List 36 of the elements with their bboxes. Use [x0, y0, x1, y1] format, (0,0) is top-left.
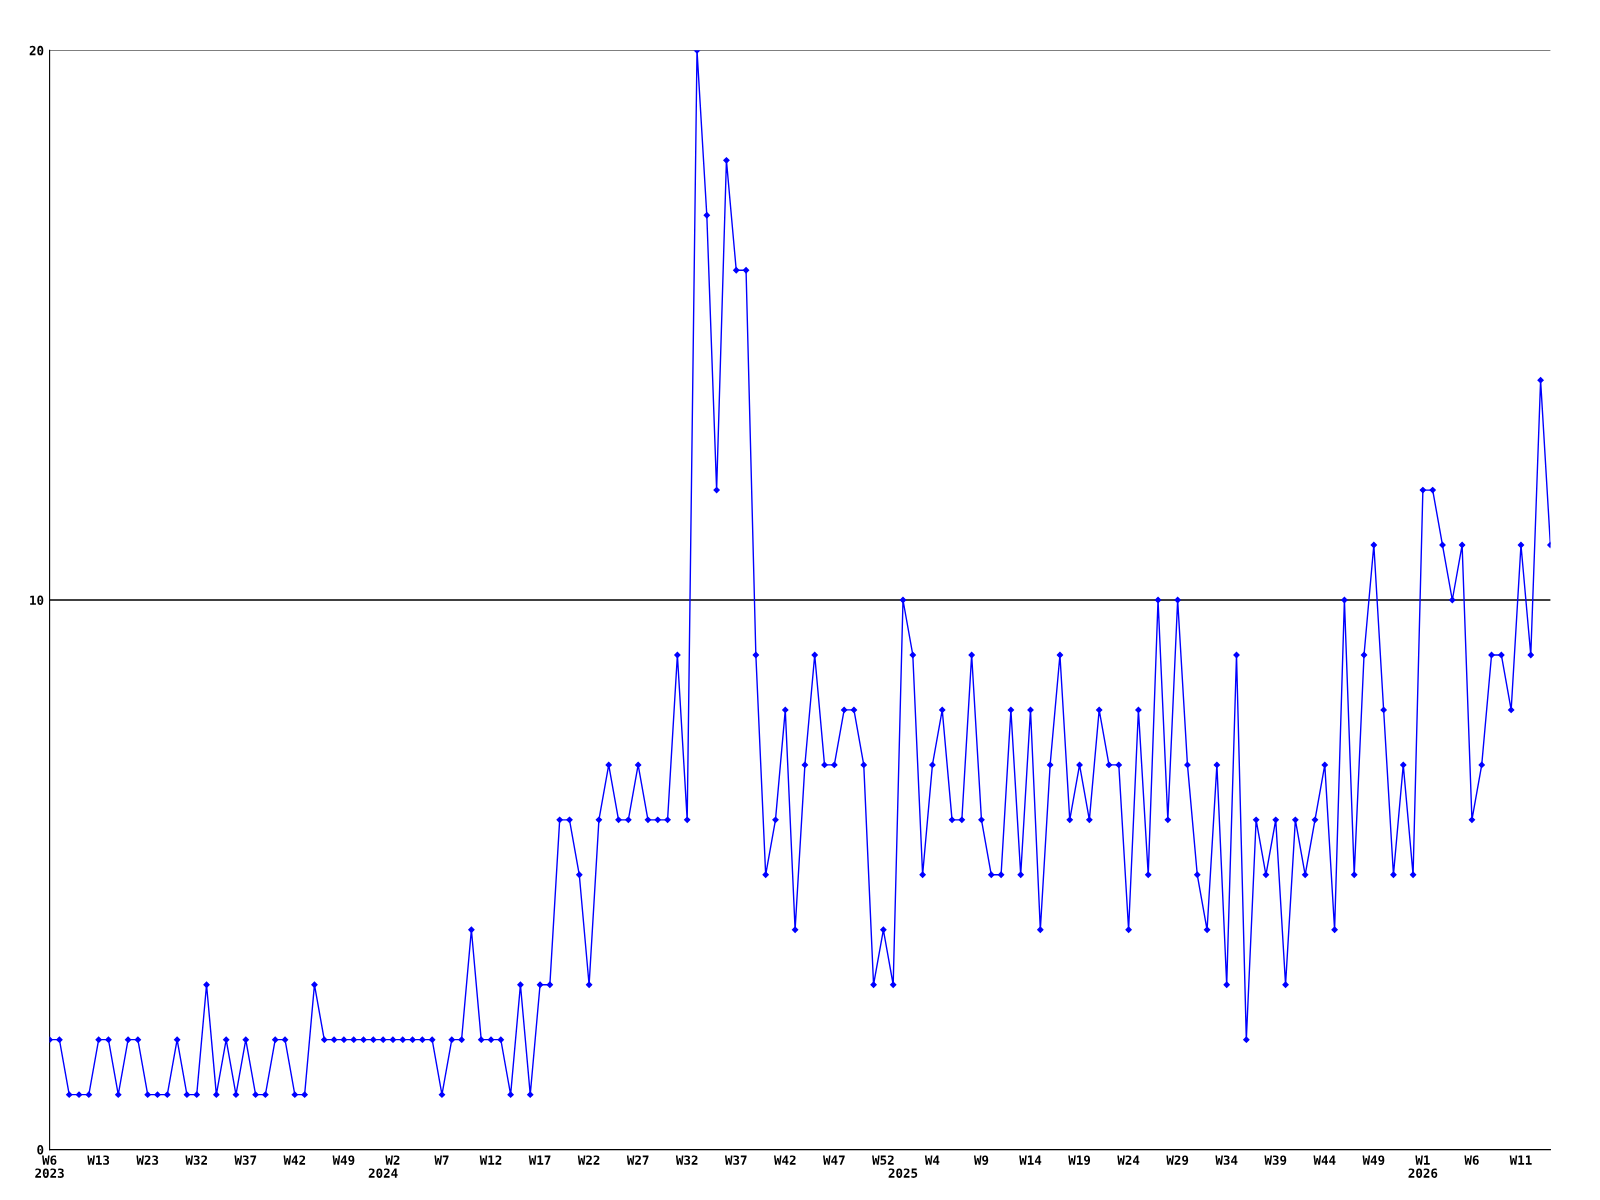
x-tick-label: W49	[1362, 1155, 1385, 1165]
x-tick-label: W22	[577, 1155, 600, 1165]
x-tick-label: W19	[1068, 1155, 1091, 1165]
x-tick-label: W52	[872, 1155, 894, 1165]
x-tick-label: W24	[1117, 1155, 1140, 1165]
x-tick-label: W27	[626, 1155, 649, 1165]
x-tick-label: W44	[1313, 1155, 1336, 1165]
x-tick-label: W11	[1509, 1155, 1532, 1165]
x-tick-label: W14	[1019, 1155, 1042, 1165]
x-tick-label: W12	[479, 1155, 502, 1165]
x-tick-label: W4	[924, 1155, 940, 1165]
x-tick-label: W13	[87, 1155, 110, 1165]
y-tick-label: 0	[37, 1145, 44, 1155]
x-tick-label: W39	[1264, 1155, 1287, 1165]
x-tick-label: W6 2023	[35, 1155, 64, 1178]
x-tick-label: W42	[774, 1155, 796, 1165]
x-tick-label: W34	[1215, 1155, 1238, 1165]
x-tick-label: W9	[973, 1155, 989, 1165]
x-tick-label: W2	[385, 1155, 400, 1165]
y-tick-label: 10	[30, 595, 44, 605]
y-tick-label: 20	[29, 45, 44, 56]
x-tick-label: W37	[234, 1155, 257, 1165]
x-tick-label: W23	[136, 1155, 159, 1165]
x-tick-label: W32	[675, 1155, 698, 1165]
x-tick-label: W49	[332, 1155, 355, 1165]
x-tick-label: W32	[185, 1155, 207, 1165]
x-tick-label: W7	[434, 1155, 449, 1165]
x-tick-label: W17	[528, 1155, 551, 1165]
x-tick-label: 2025	[888, 1168, 918, 1178]
x-tick-label: W1 2026	[1408, 1155, 1438, 1178]
x-tick-label: 2024	[368, 1168, 398, 1178]
x-tick-label: W42	[283, 1155, 306, 1165]
x-tick-label: W29	[1166, 1155, 1189, 1165]
x-tick-label: W47	[823, 1155, 845, 1165]
x-tick-label: W6	[1464, 1155, 1479, 1165]
x-tick-label: W37	[724, 1155, 747, 1165]
